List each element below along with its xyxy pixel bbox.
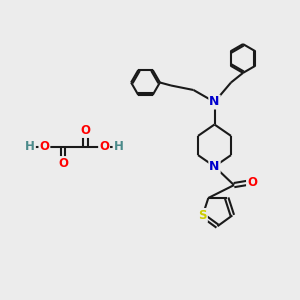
Text: S: S [198, 209, 207, 222]
Text: N: N [209, 160, 220, 173]
Text: H: H [114, 140, 123, 154]
Text: O: O [247, 176, 257, 189]
Text: O: O [80, 124, 91, 137]
Text: O: O [39, 140, 50, 154]
Text: N: N [209, 95, 220, 109]
Text: O: O [99, 140, 109, 154]
Text: H: H [25, 140, 35, 154]
Text: O: O [58, 157, 68, 170]
